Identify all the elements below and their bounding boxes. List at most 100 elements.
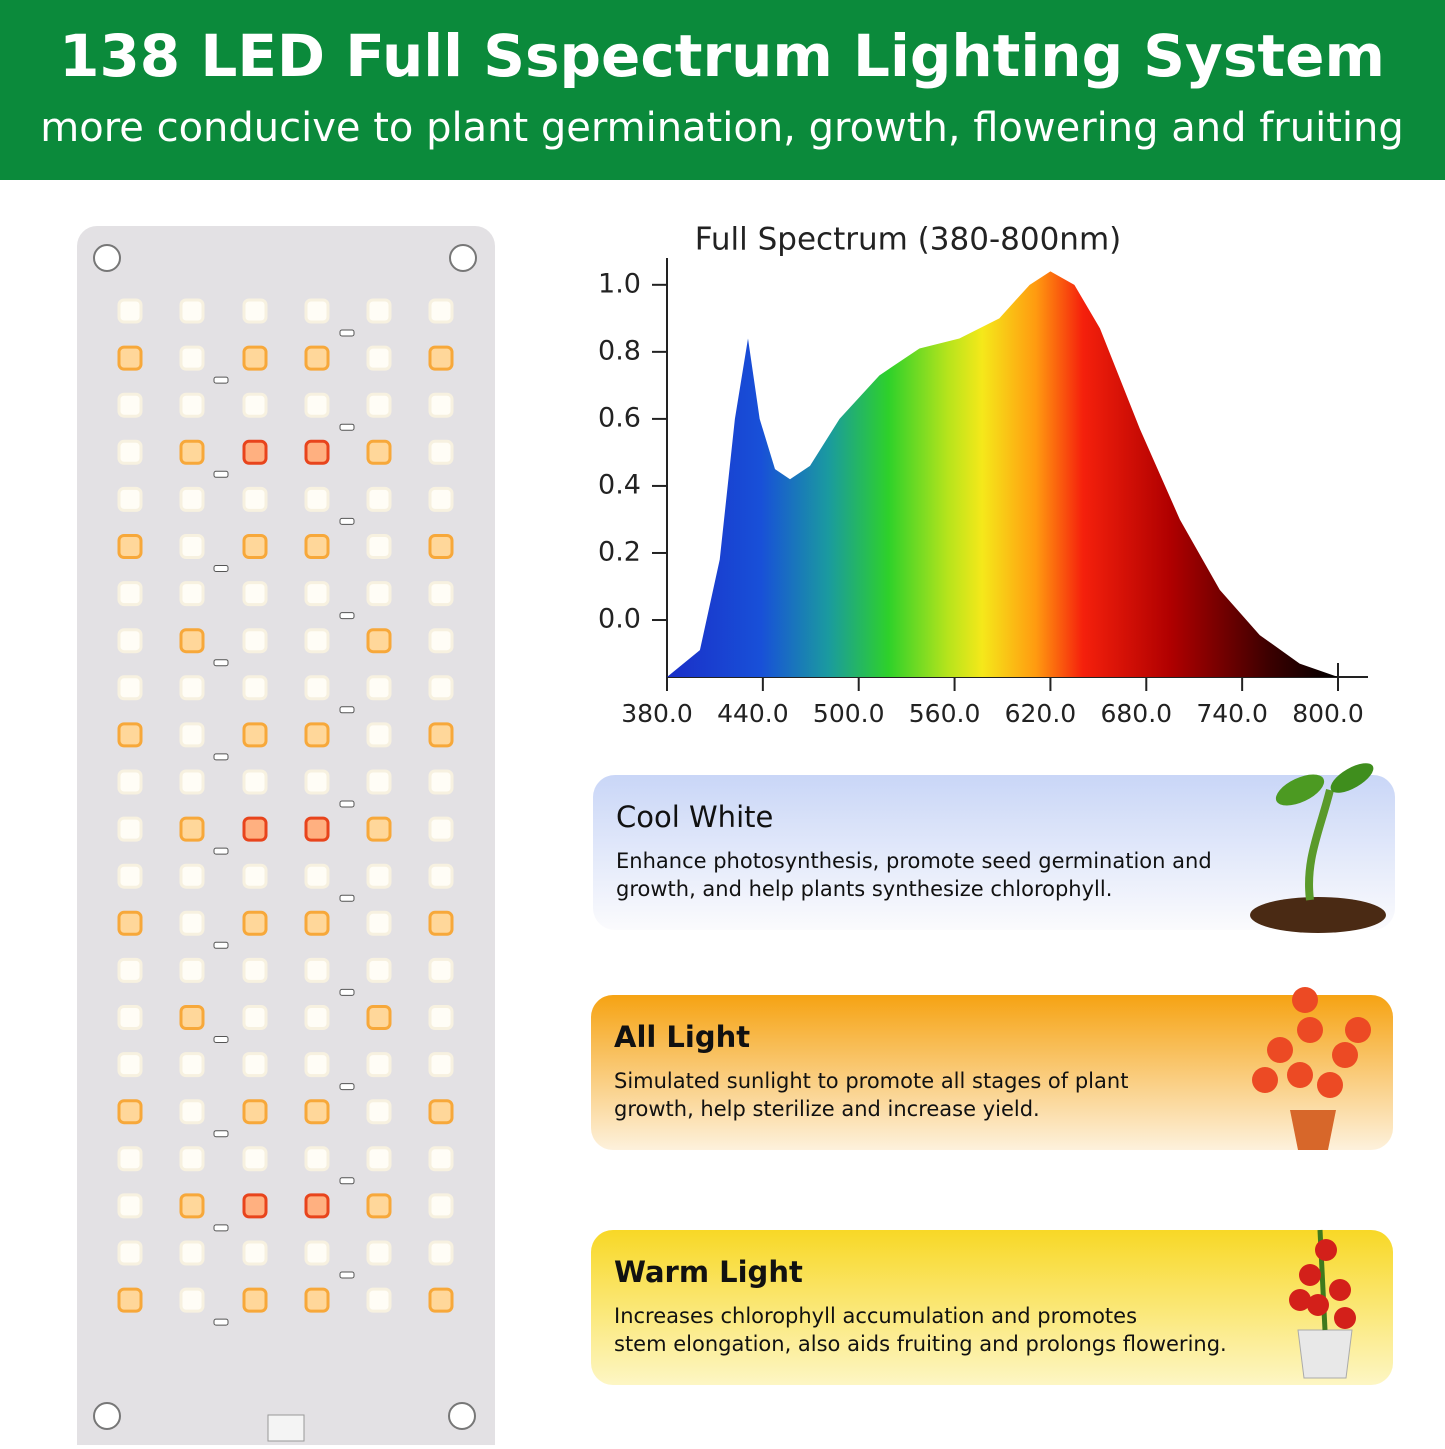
led — [179, 957, 205, 983]
led — [242, 910, 268, 936]
led — [117, 722, 143, 748]
led — [304, 298, 330, 324]
led — [179, 439, 205, 465]
led — [304, 581, 330, 607]
flower — [1297, 1017, 1323, 1043]
led — [179, 863, 205, 889]
resistor — [213, 470, 229, 478]
led — [179, 392, 205, 418]
card-text: stem elongation, also aids fruiting and … — [614, 1332, 1227, 1356]
led — [117, 675, 143, 701]
led — [366, 1193, 392, 1219]
led — [242, 769, 268, 795]
led — [117, 1099, 143, 1125]
card-text: growth, and help plants synthesize chlor… — [616, 877, 1112, 901]
card-text: Increases chlorophyll accumulation and p… — [614, 1304, 1137, 1328]
resistor — [339, 423, 355, 431]
led — [428, 957, 454, 983]
led — [304, 1005, 330, 1030]
leaf — [1275, 774, 1325, 806]
led — [366, 957, 392, 983]
led — [179, 1005, 205, 1030]
card — [591, 1230, 1393, 1385]
chart-title: Full Spectrum (380-800nm) — [695, 222, 1122, 258]
led — [242, 581, 268, 607]
led — [117, 298, 143, 324]
led — [242, 675, 268, 701]
title: 138 LED Full Sspectrum Lighting System — [59, 22, 1385, 90]
led — [366, 1146, 392, 1172]
flower — [1267, 1037, 1293, 1063]
x-tick-label: 440.0 — [717, 699, 789, 728]
led — [304, 1052, 330, 1078]
led — [117, 1193, 143, 1219]
card — [591, 995, 1393, 1150]
led — [242, 534, 268, 559]
led — [428, 675, 454, 701]
x-tick-label: 620.0 — [1005, 699, 1077, 728]
led — [428, 1146, 454, 1172]
resistor — [213, 753, 229, 761]
resistor — [339, 1271, 355, 1279]
led — [242, 863, 268, 889]
led — [117, 534, 143, 559]
led — [366, 534, 392, 559]
y-tick-label: 0.6 — [598, 402, 641, 433]
led — [117, 1287, 143, 1313]
resistor — [339, 1083, 355, 1091]
resistor — [213, 376, 229, 384]
card — [593, 775, 1395, 930]
led — [304, 1240, 330, 1266]
led — [304, 392, 330, 418]
led — [366, 1005, 392, 1030]
led — [366, 910, 392, 936]
led — [179, 298, 205, 324]
soil — [1250, 897, 1386, 933]
resistor — [213, 565, 229, 572]
resistor — [339, 988, 355, 996]
x-tick-label: 800.0 — [1292, 699, 1364, 728]
led — [366, 769, 392, 795]
led — [428, 1099, 454, 1125]
led — [179, 1240, 205, 1266]
cards: Cool White Enhance photosynthesis, promot… — [591, 763, 1395, 1385]
led — [117, 628, 143, 654]
led — [428, 722, 454, 748]
led — [117, 1052, 143, 1078]
resistor — [339, 800, 355, 808]
resistor — [339, 706, 355, 714]
led — [242, 816, 268, 842]
led — [179, 581, 205, 607]
x-tick-label: 560.0 — [909, 699, 981, 728]
led — [304, 816, 330, 842]
led — [179, 534, 205, 559]
led — [117, 581, 143, 607]
led — [179, 769, 205, 795]
led — [117, 957, 143, 983]
led — [304, 1146, 330, 1172]
led — [428, 534, 454, 559]
led — [242, 1099, 268, 1125]
led — [242, 1240, 268, 1266]
flower — [1345, 1017, 1371, 1043]
led — [304, 628, 330, 654]
resistor — [213, 1130, 229, 1138]
led — [304, 910, 330, 936]
resistor — [213, 659, 229, 667]
led — [304, 345, 330, 371]
led — [242, 628, 268, 654]
led — [242, 1146, 268, 1172]
led-panel — [77, 226, 495, 1449]
led — [366, 486, 392, 512]
led — [428, 345, 454, 371]
led — [242, 1052, 268, 1078]
resistor — [213, 1318, 229, 1326]
led — [117, 439, 143, 465]
pot — [1297, 1329, 1353, 1379]
led — [179, 1146, 205, 1172]
led — [428, 581, 454, 607]
led — [242, 345, 268, 371]
led — [366, 675, 392, 701]
led — [179, 1099, 205, 1125]
led — [428, 910, 454, 936]
